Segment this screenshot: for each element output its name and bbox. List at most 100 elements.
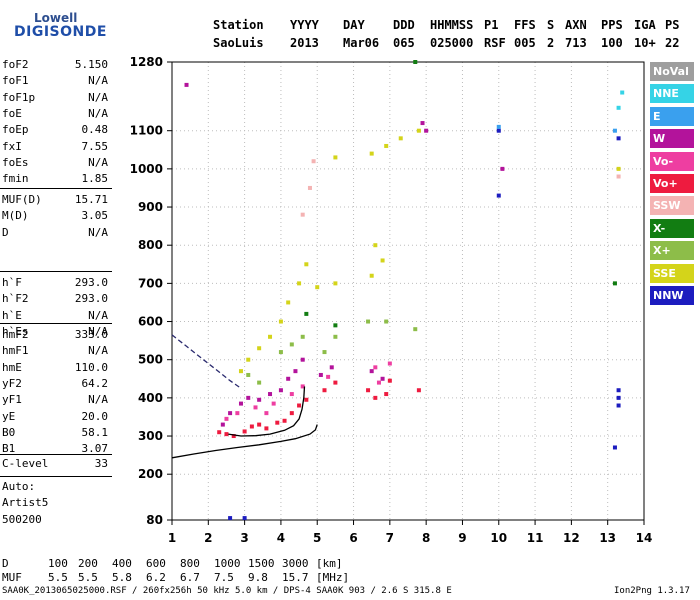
logo-main-text: DIGISONDE (14, 24, 107, 40)
data-point (616, 388, 621, 393)
param-row: B1 3.07 (2, 442, 108, 458)
data-point (387, 378, 392, 383)
footer-version: Ion2Png 1.3.17 (614, 586, 690, 596)
header-row1-cell: DAY (343, 18, 365, 32)
data-point (384, 392, 389, 397)
data-point (376, 380, 381, 385)
data-point (184, 82, 189, 87)
data-point (224, 432, 229, 437)
data-point (616, 403, 621, 408)
header-row1-cell: YYYY (290, 18, 319, 32)
d-value: 600 (146, 557, 166, 570)
data-point (289, 342, 294, 347)
panel-separator (0, 454, 112, 455)
d-value: 1500 (248, 557, 275, 570)
legend-item: W (650, 129, 694, 149)
data-point (616, 136, 621, 141)
data-point (271, 401, 276, 406)
data-point (220, 422, 225, 427)
param-label: hmF1 (2, 344, 29, 358)
param-label: MUF(D) (2, 193, 42, 206)
panel-separator (0, 188, 112, 189)
data-point (289, 392, 294, 397)
data-point (373, 395, 378, 400)
param-row: D N/A (2, 226, 108, 242)
data-point (242, 429, 247, 434)
param-value: 3.05 (81, 209, 109, 223)
data-point (242, 516, 247, 521)
param-value: 64.2 (81, 376, 109, 390)
data-point (620, 90, 625, 95)
data-point (293, 369, 298, 374)
footer-info: SAA0K_2013065025000.RSF / 260fx256h 50 k… (2, 586, 452, 596)
param-value: 15.71 (74, 193, 108, 206)
param-label: yE (2, 409, 16, 423)
param-label: hmF2 (2, 328, 29, 341)
header-row1-cell: PPS (601, 18, 623, 32)
param-label: foEs (2, 155, 29, 169)
param-row: foF1p N/A (2, 91, 108, 107)
data-point (304, 397, 309, 402)
data-point (322, 388, 327, 393)
panel-separator (0, 476, 112, 477)
param-row: foEp 0.48 (2, 123, 108, 139)
data-point (268, 334, 273, 339)
y-tick-label: 1100 (130, 124, 163, 138)
param-value: N/A (88, 90, 108, 104)
muf-value: 7.5 (214, 571, 234, 584)
data-point (612, 128, 617, 133)
data-point (264, 411, 269, 416)
data-point (384, 143, 389, 148)
y-tick-label: 600 (138, 315, 163, 329)
param-label: h`F2 (2, 292, 29, 306)
header-row2-cell: 2 (547, 36, 555, 50)
legend-item: NNW (650, 286, 694, 305)
param-row: hmF2 333.0 (2, 328, 108, 344)
data-point (380, 376, 385, 381)
param-row: fxI 7.55 (2, 140, 108, 156)
data-point (369, 369, 374, 374)
param-label: h`F (2, 276, 22, 289)
legend-item: NNE (650, 84, 694, 104)
data-point (496, 124, 501, 129)
param-value: N/A (88, 393, 108, 407)
data-point (616, 174, 621, 179)
data-point (231, 434, 236, 439)
legend-item: X- (650, 218, 694, 238)
param-value: 3.07 (81, 442, 109, 456)
data-point (496, 193, 501, 198)
data-point (500, 166, 505, 171)
autoscaling-text: Artist5 (2, 496, 49, 510)
data-point (289, 411, 294, 416)
header-row1-cell: PS (665, 18, 680, 32)
param-label: yF1 (2, 393, 22, 407)
data-point (300, 212, 305, 217)
param-label: foEp (2, 123, 29, 137)
param-row: foF1 N/A (2, 74, 108, 90)
muf-value: [MHz] (316, 571, 350, 584)
data-point (424, 128, 429, 133)
param-label: foF1 (2, 74, 29, 88)
x-tick-label: 7 (386, 531, 394, 545)
data-point (496, 128, 501, 133)
data-point (278, 319, 283, 324)
curve-profile (171, 424, 318, 459)
data-point (333, 334, 338, 339)
header-row1-cell: S (547, 18, 555, 32)
muf-label: MUF (2, 571, 22, 584)
curve-trace (228, 386, 306, 437)
data-point (373, 243, 378, 248)
y-tick-label: 700 (138, 276, 163, 290)
y-tick-label: 1280 (130, 55, 163, 69)
header-row1-cell: AXN (565, 18, 587, 32)
data-point (264, 426, 269, 431)
data-point (373, 365, 378, 370)
param-value: 7.55 (81, 139, 109, 153)
clevel-label: C-level (2, 457, 49, 470)
data-point (257, 380, 262, 385)
data-point (257, 397, 262, 402)
param-label: D (2, 225, 9, 239)
header-row1-cell: Station (213, 18, 264, 32)
data-point (286, 300, 291, 305)
